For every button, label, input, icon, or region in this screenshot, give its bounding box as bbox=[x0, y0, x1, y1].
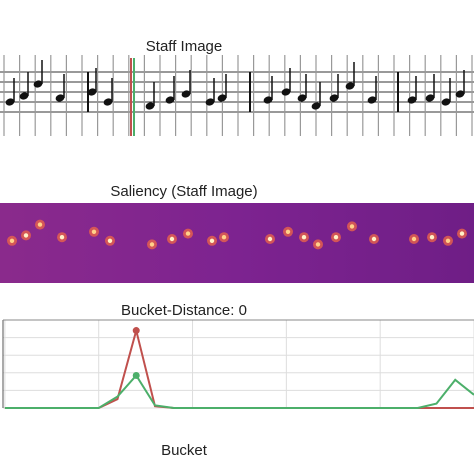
spot bbox=[411, 236, 417, 242]
note-head bbox=[145, 102, 155, 110]
x-tick-label: 20 bbox=[184, 420, 201, 437]
series-line bbox=[4, 326, 474, 409]
series-marker bbox=[132, 371, 140, 379]
x-tick-label: 30 bbox=[372, 420, 389, 437]
spot bbox=[371, 236, 377, 242]
spot bbox=[91, 229, 97, 234]
note-head bbox=[297, 94, 307, 102]
spot bbox=[301, 235, 307, 240]
note-head bbox=[19, 92, 29, 100]
note-head bbox=[441, 98, 451, 106]
spot bbox=[267, 236, 273, 242]
note-head bbox=[367, 96, 377, 104]
note-head bbox=[263, 96, 273, 104]
note-head bbox=[87, 88, 97, 96]
note-head bbox=[33, 80, 43, 88]
note-head bbox=[5, 98, 15, 106]
spot bbox=[429, 235, 435, 240]
saliency-spots bbox=[7, 219, 467, 250]
spot bbox=[185, 231, 191, 236]
note-head bbox=[181, 90, 191, 98]
spot bbox=[59, 235, 65, 240]
x-tick-label: 15 bbox=[90, 420, 107, 437]
series-marker bbox=[132, 327, 140, 335]
spot bbox=[285, 229, 291, 234]
note-head bbox=[455, 90, 465, 98]
panel-title: Staff Image bbox=[146, 38, 222, 55]
spot bbox=[169, 236, 175, 242]
spot bbox=[9, 238, 15, 243]
note-head bbox=[425, 94, 435, 102]
spot bbox=[209, 238, 215, 243]
note-head bbox=[217, 94, 227, 102]
spot bbox=[459, 231, 465, 236]
note-head bbox=[281, 88, 291, 96]
spot bbox=[149, 242, 155, 247]
spot bbox=[315, 242, 321, 247]
spot bbox=[221, 235, 227, 240]
spot bbox=[333, 235, 339, 240]
series-line bbox=[4, 373, 474, 409]
note-head bbox=[311, 102, 321, 110]
note-head bbox=[103, 98, 113, 106]
spot bbox=[349, 224, 355, 229]
note-head bbox=[165, 96, 175, 104]
note-head bbox=[55, 94, 65, 102]
saliency-map bbox=[0, 203, 474, 283]
staff-image bbox=[0, 55, 474, 136]
chart-title: Bucket-Distance: 0 bbox=[121, 302, 247, 319]
note-head bbox=[205, 98, 215, 106]
spot bbox=[23, 233, 29, 238]
x-tick-label: 35 bbox=[466, 420, 474, 437]
panel-title: Saliency (Staff Image) bbox=[110, 183, 257, 200]
note-head bbox=[345, 82, 355, 90]
x-axis-label: Bucket bbox=[161, 442, 208, 459]
x-tick-label: 25 bbox=[278, 420, 295, 437]
spot bbox=[445, 238, 451, 243]
x-tick-label: 10 bbox=[0, 420, 13, 437]
note-head bbox=[407, 96, 417, 104]
note-head bbox=[329, 94, 339, 102]
line-plot: 10 15 20 25 30 35 bbox=[0, 319, 474, 437]
spot bbox=[107, 238, 113, 243]
spot bbox=[37, 222, 43, 227]
